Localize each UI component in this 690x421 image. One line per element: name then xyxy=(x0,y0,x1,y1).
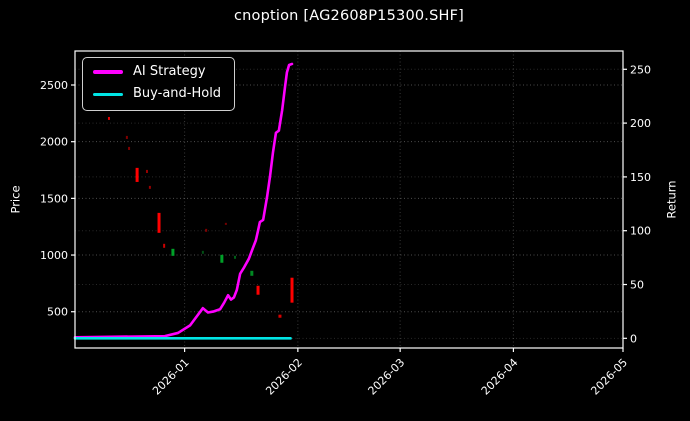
return-tick-label: 0 xyxy=(630,332,637,345)
x-tick-label: 2026-03 xyxy=(366,356,408,398)
candle-up xyxy=(250,270,254,276)
return-tick-label: 150 xyxy=(630,171,651,184)
price-tick-label: 2000 xyxy=(40,136,68,149)
return-tick-label: 200 xyxy=(630,117,651,130)
candle-down xyxy=(107,116,110,120)
candle-up xyxy=(171,248,175,256)
candle-up xyxy=(201,250,204,254)
buy-and-hold-line-swatch xyxy=(93,92,123,97)
candle-down xyxy=(145,169,148,173)
candle-down xyxy=(135,167,139,182)
price-tick-label: 1000 xyxy=(40,249,68,262)
price-tick-label: 500 xyxy=(47,306,68,319)
legend-label-ai-strategy: AI Strategy xyxy=(133,64,206,79)
legend-label-buy-and-hold: Buy-and-Hold xyxy=(133,86,222,102)
return-axis-label: Return xyxy=(664,180,679,219)
candle-down xyxy=(256,285,260,295)
ai-strategy-line xyxy=(73,62,294,339)
x-tick-label: 2026-02 xyxy=(263,356,305,398)
candle-down xyxy=(128,146,131,150)
candle-down xyxy=(205,228,208,232)
return-tick-label: 50 xyxy=(630,279,644,292)
candle-down xyxy=(125,135,128,139)
legend-item-ai-strategy: AI Strategy xyxy=(93,64,221,79)
candle-down xyxy=(148,185,151,189)
candle-down xyxy=(157,212,161,233)
plot-frame xyxy=(74,50,624,349)
return-tick-label: 100 xyxy=(630,225,651,238)
candlesticks xyxy=(107,116,294,318)
candle-down xyxy=(163,243,166,248)
ai-strategy-line-swatch xyxy=(93,70,123,74)
x-tick-label: 2026-04 xyxy=(479,356,521,398)
legend-item-buy-and-hold: Buy-and-Hold xyxy=(93,86,222,102)
candle-up xyxy=(220,254,224,263)
price-tick-label: 1500 xyxy=(40,192,68,205)
candle-down xyxy=(278,314,282,318)
x-tick-label: 2026-01 xyxy=(150,356,192,398)
price-axis-label: Price xyxy=(8,185,23,214)
legend: AI Strategy Buy-and-Hold xyxy=(82,57,236,111)
chart-title: cnoption [AG2608P15300.SHF] xyxy=(233,8,465,24)
candle-up xyxy=(234,255,237,259)
return-tick-label: 250 xyxy=(630,63,651,76)
x-tick-label: 2026-05 xyxy=(588,356,630,398)
candle-down xyxy=(224,222,227,225)
price-tick-label: 2500 xyxy=(40,79,68,92)
candle-down xyxy=(290,277,294,303)
